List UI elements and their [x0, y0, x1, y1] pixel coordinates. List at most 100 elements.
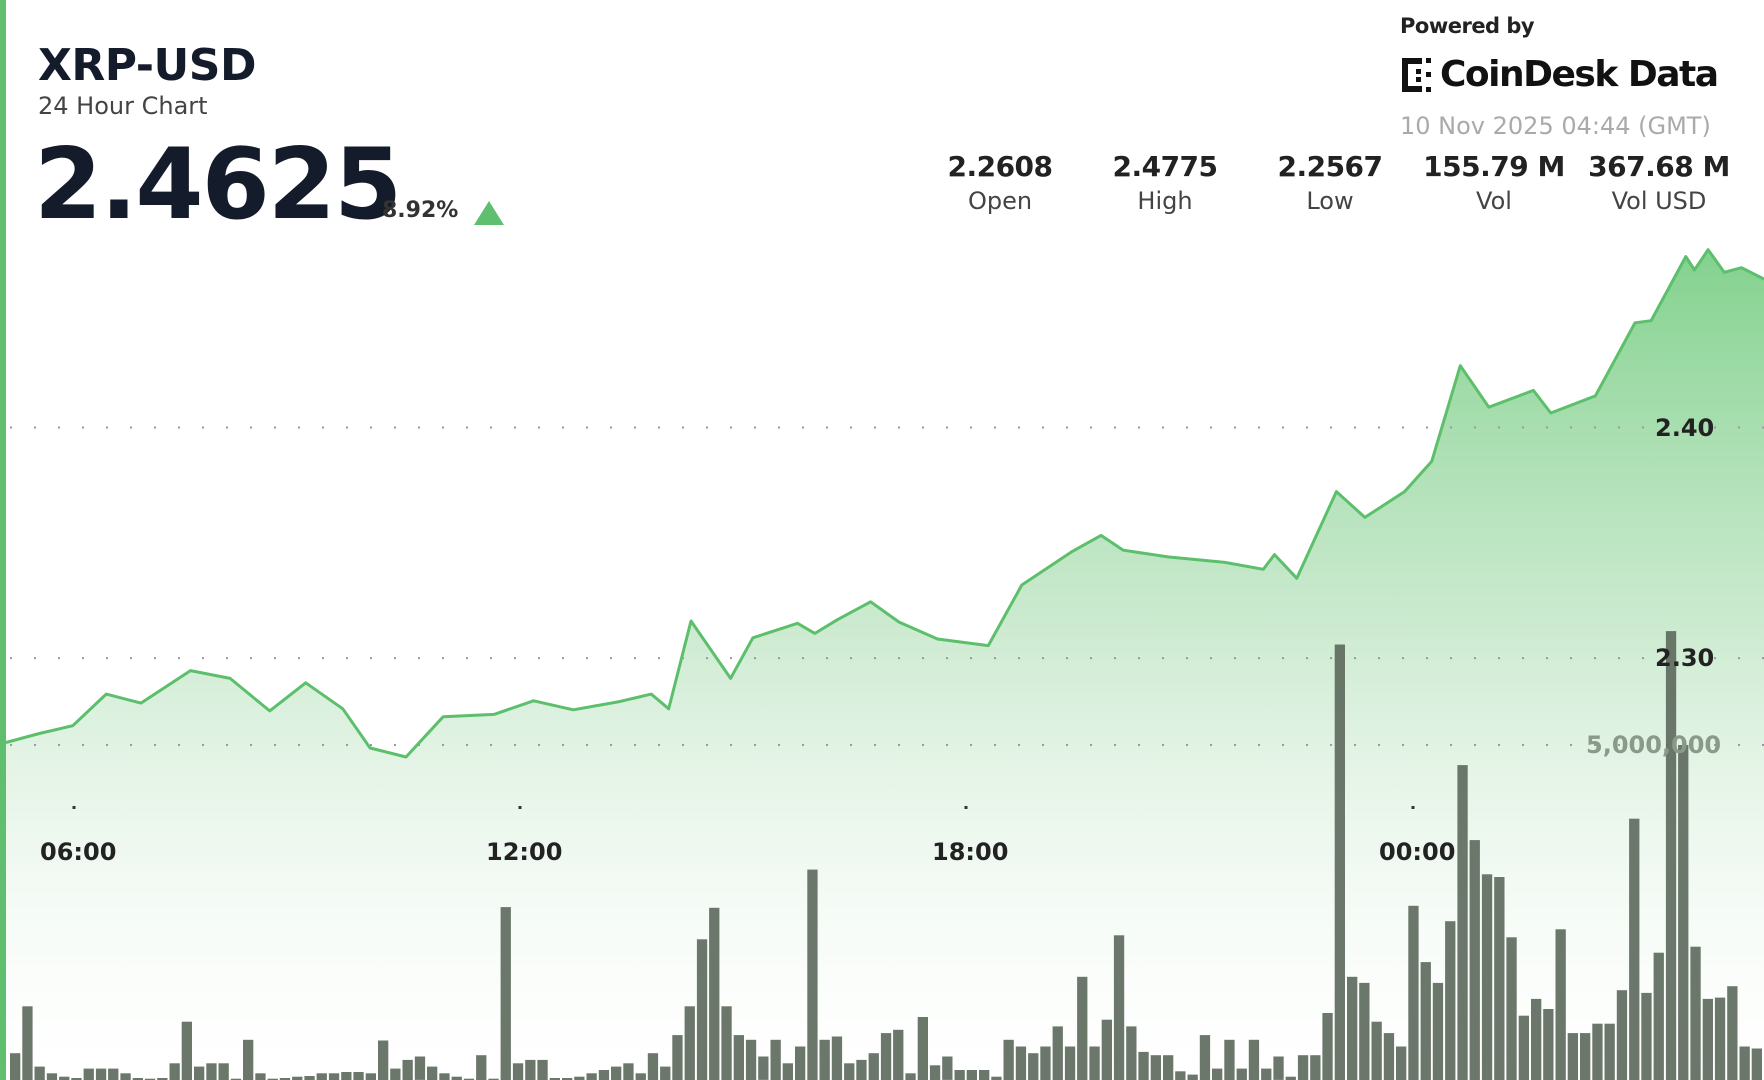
volume-bar: [1297, 1055, 1309, 1080]
powered-by-label: Powered by: [1400, 14, 1535, 38]
volume-bar: [537, 1059, 548, 1080]
volume-bar: [1408, 905, 1419, 1080]
volume-bar: [1445, 921, 1456, 1080]
volume-bar: [1531, 998, 1542, 1080]
stat-high: 2.4775 High: [1085, 150, 1245, 215]
y-tick-label: 2.40: [1655, 414, 1715, 442]
volume-bar: [880, 1033, 892, 1080]
volume-bar: [427, 1066, 438, 1080]
accent-bar: [0, 0, 6, 1080]
volume-bar: [598, 1070, 610, 1080]
volume-bar: [1150, 1055, 1161, 1080]
current-price: 2.4625: [34, 128, 402, 242]
volume-bar: [1101, 1019, 1112, 1080]
volume-bar: [1481, 874, 1493, 1080]
volume-bar: [844, 1063, 855, 1080]
volume-bar: [206, 1063, 217, 1080]
triangle-up-icon: [474, 201, 504, 225]
stat-value: 155.79 M: [1423, 150, 1565, 183]
volume-bar: [476, 1055, 487, 1080]
stat-vol-usd: 367.68 M Vol USD: [1579, 150, 1739, 215]
volume-bar: [1199, 1035, 1211, 1080]
volume-bar: [623, 1063, 634, 1080]
volume-bar: [488, 1078, 499, 1080]
volume-bar: [745, 1039, 757, 1080]
volume-bar: [917, 1017, 928, 1080]
volume-bar: [660, 1066, 671, 1080]
volume-bar: [1261, 1068, 1272, 1080]
volume-bar: [1629, 818, 1640, 1080]
volume-bar: [1285, 1076, 1296, 1080]
volume-bar: [34, 1066, 45, 1080]
volume-bar: [819, 1039, 830, 1080]
volume-bar: [1212, 1068, 1223, 1080]
stat-label: High: [1137, 187, 1193, 215]
volume-bar: [1457, 765, 1468, 1080]
price-area: [6, 249, 1764, 1080]
volume-bar: [83, 1068, 94, 1080]
volume-bar: [390, 1068, 401, 1080]
volume-bar: [1690, 946, 1701, 1080]
volume-bar: [1064, 1046, 1076, 1080]
volume-bar: [463, 1078, 475, 1080]
volume-bar: [365, 1073, 376, 1080]
volume-bar: [942, 1056, 953, 1080]
volume-bar: [1543, 1009, 1554, 1080]
volume-bar: [157, 1078, 168, 1080]
volume-bar: [132, 1078, 143, 1080]
volume-bar: [1347, 976, 1358, 1080]
volume-bar: [292, 1076, 303, 1080]
volume-bar: [979, 1070, 990, 1080]
volume-bar: [181, 1021, 192, 1080]
volume-bar: [1555, 929, 1566, 1080]
volume-bar: [1727, 986, 1738, 1080]
volume-bar: [525, 1059, 536, 1080]
timestamp: 10 Nov 2025 04:44 (GMT): [1400, 112, 1711, 140]
x-tick-label: 06:00: [40, 838, 117, 866]
volume-bar: [758, 1056, 769, 1080]
volume-bar: [696, 939, 708, 1080]
volume-bar: [856, 1059, 867, 1080]
volume-bar: [795, 1046, 806, 1080]
volume-bar: [341, 1072, 352, 1080]
volume-bar: [574, 1076, 585, 1080]
volume-bar: [1040, 1046, 1051, 1080]
volume-bar: [243, 1039, 254, 1080]
volume-bar: [586, 1073, 597, 1080]
volume-bar: [1383, 1033, 1395, 1080]
volume-bar: [611, 1066, 622, 1080]
volume-bar: [647, 1053, 659, 1080]
volume-bar: [1396, 1046, 1407, 1080]
volume-bar: [1678, 745, 1689, 1080]
volume-bar: [512, 1063, 524, 1080]
change-percent: 8.92%: [382, 198, 459, 223]
volume-bar: [230, 1078, 242, 1080]
logo-text: CoinDesk Data: [1440, 54, 1719, 95]
volume-bar: [1665, 631, 1677, 1080]
volume-bar: [807, 869, 818, 1080]
volume-bar: [782, 1063, 793, 1080]
volume-bar: [439, 1073, 450, 1080]
chart-subtitle: 24 Hour Chart: [38, 92, 208, 120]
volume-bar: [194, 1066, 205, 1080]
volume-bar: [304, 1076, 315, 1080]
volume-bar: [1163, 1055, 1174, 1080]
volume-bar: [279, 1078, 291, 1080]
volume-bar: [929, 1065, 941, 1080]
volume-bar: [108, 1068, 119, 1080]
volume-bar: [1641, 992, 1652, 1080]
volume-bar: [71, 1078, 82, 1080]
volume-bar: [169, 1063, 180, 1080]
volume-bar: [684, 1006, 695, 1080]
volume-bar: [1604, 1023, 1615, 1080]
volume-bar: [1126, 1026, 1137, 1080]
volume-bar: [1702, 998, 1713, 1080]
volume-tick-label: 5,000,000: [1586, 731, 1722, 759]
volume-bar: [95, 1068, 107, 1080]
volume-bar: [1567, 1033, 1578, 1080]
volume-bar: [1224, 1039, 1235, 1080]
volume-bar: [672, 1035, 683, 1080]
stat-value: 2.4775: [1112, 150, 1218, 183]
volume-bar: [22, 1006, 33, 1080]
